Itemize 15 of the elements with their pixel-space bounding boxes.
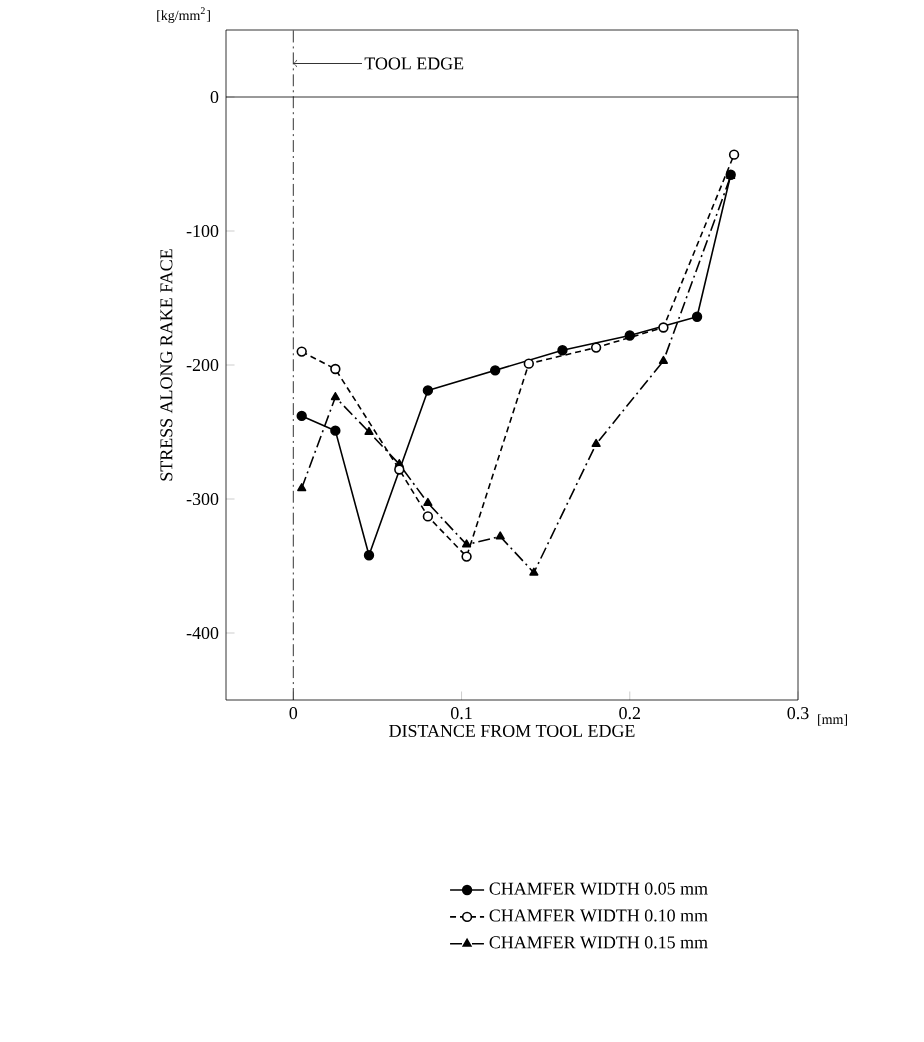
- y-tick-label: -100: [186, 224, 219, 238]
- legend-label: CHAMFER WIDTH 0.05 mm: [489, 882, 708, 895]
- legend-label: CHAMFER WIDTH 0.10 mm: [489, 909, 708, 922]
- legend-label: CHAMFER WIDTH 0.15 mm: [489, 936, 708, 949]
- y-axis-title: STRESS ALONG RAKE FACE: [160, 249, 173, 481]
- x-axis-title: DISTANCE FROM TOOL EDGE: [389, 724, 635, 737]
- y-tick-label: -200: [186, 358, 219, 372]
- y-tick-label: -300: [186, 492, 219, 506]
- x-tick-label: 0.2: [619, 707, 640, 720]
- x-tick-label: 0: [289, 707, 298, 720]
- ref-line-label: TOOL EDGE: [364, 57, 464, 70]
- x-tick-label: 0.3: [787, 707, 809, 720]
- y-tick-label: 0: [210, 90, 219, 104]
- x-tick-label: 0.1: [451, 707, 472, 720]
- y-tick-label: -400: [186, 626, 219, 640]
